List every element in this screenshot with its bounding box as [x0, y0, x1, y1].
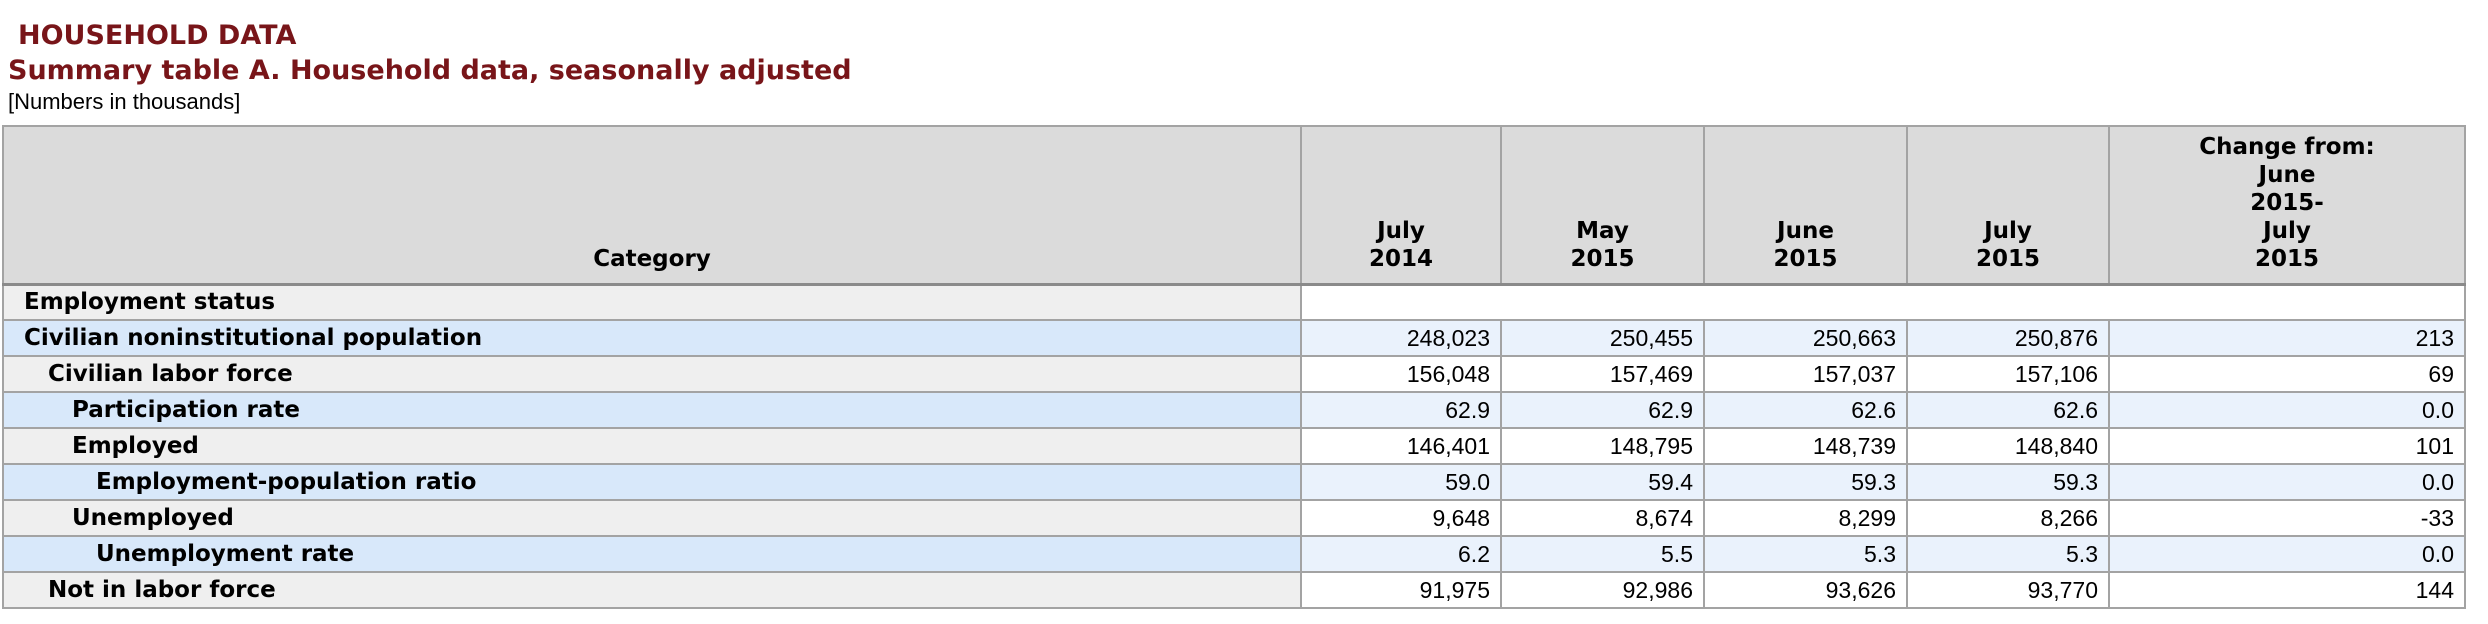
- row-label-cell: Employment status: [2, 283, 1302, 321]
- title-block: HOUSEHOLD DATA Summary table A. Househol…: [0, 0, 2488, 114]
- value-cell: 157,037: [1703, 355, 1908, 393]
- column-header-label: Change from: June 2015- July 2015: [2199, 133, 2375, 272]
- value-cell: 248,023: [1300, 319, 1502, 357]
- value-cell: 5.5: [1500, 535, 1705, 573]
- row-label-cell: Civilian noninstitutional population: [2, 319, 1302, 357]
- table-row: Employment status: [2, 283, 2466, 321]
- value-cell: 157,469: [1500, 355, 1705, 393]
- value-cell: 250,663: [1703, 319, 1908, 357]
- value-cell: 59.3: [1906, 463, 2110, 501]
- table-header-row: Category July 2014 May 2015 June 2015 Ju…: [2, 125, 2466, 286]
- column-header-june-2015: June 2015: [1703, 125, 1908, 286]
- table-row: Unemployed 9,648 8,674 8,299 8,266 -33: [2, 499, 2466, 537]
- column-header-category-label: Category: [593, 245, 711, 272]
- value-cell: 5.3: [1906, 535, 2110, 573]
- column-header-category: Category: [2, 125, 1302, 286]
- column-header-label: June 2015: [1773, 217, 1838, 272]
- column-header-may-2015: May 2015: [1500, 125, 1705, 286]
- table-row: Employment-population ratio 59.0 59.4 59.3 5…: [2, 463, 2466, 501]
- value-cell: 144: [2108, 571, 2466, 609]
- column-header-july-2014: July 2014: [1300, 125, 1502, 286]
- value-cell: 62.9: [1500, 391, 1705, 429]
- value-cell: 91,975: [1300, 571, 1502, 609]
- row-label-cell: Civilian labor force: [2, 355, 1302, 393]
- value-cell: 8,674: [1500, 499, 1705, 537]
- column-header-july-2015: July 2015: [1906, 125, 2110, 286]
- value-cell: 93,770: [1906, 571, 2110, 609]
- row-label-cell: Unemployment rate: [2, 535, 1302, 573]
- value-cell: 8,299: [1703, 499, 1908, 537]
- page-title: HOUSEHOLD DATA: [18, 20, 297, 51]
- table-row: Unemployment rate 6.2 5.5 5.3 5.3 0.0: [2, 535, 2466, 573]
- row-label-cell: Employed: [2, 427, 1302, 465]
- value-cell: 250,876: [1906, 319, 2110, 357]
- value-cell: 59.4: [1500, 463, 1705, 501]
- value-cell: 146,401: [1300, 427, 1502, 465]
- value-cell: 59.3: [1703, 463, 1908, 501]
- value-cell: 93,626: [1703, 571, 1908, 609]
- value-cell: 62.6: [1906, 391, 2110, 429]
- value-cell: 101: [2108, 427, 2466, 465]
- column-header-label: July 2014: [1368, 217, 1433, 272]
- row-label-cell: Unemployed: [2, 499, 1302, 537]
- table-row: Civilian noninstitutional population 248,…: [2, 319, 2466, 357]
- value-cell: 213: [2108, 319, 2466, 357]
- column-header-label: May 2015: [1570, 217, 1635, 272]
- table-body: Employment status Civilian noninstitution…: [2, 283, 2466, 609]
- row-label-cell: Not in labor force: [2, 571, 1302, 609]
- value-cell: 62.9: [1300, 391, 1502, 429]
- value-cell: 69: [2108, 355, 2466, 393]
- value-cell: 0.0: [2108, 463, 2466, 501]
- table-row: Participation rate 62.9 62.9 62.6 62.6 0.0: [2, 391, 2466, 429]
- table-row: Civilian labor force 156,048 157,469 157,03…: [2, 355, 2466, 393]
- column-header-label: July 2015: [1975, 217, 2040, 272]
- section-empty-cell: [1300, 283, 2466, 321]
- value-cell: 148,795: [1500, 427, 1705, 465]
- value-cell: 9,648: [1300, 499, 1502, 537]
- value-cell: 5.3: [1703, 535, 1908, 573]
- value-cell: 8,266: [1906, 499, 2110, 537]
- column-header-change-from: Change from: June 2015- July 2015: [2108, 125, 2466, 286]
- value-cell: 250,455: [1500, 319, 1705, 357]
- value-cell: 62.6: [1703, 391, 1908, 429]
- row-label-cell: Employment-population ratio: [2, 463, 1302, 501]
- household-summary-table: Category July 2014 May 2015 June 2015 Ju…: [2, 125, 2466, 609]
- value-cell: 148,840: [1906, 427, 2110, 465]
- units-note: [Numbers in thousands]: [8, 89, 241, 114]
- value-cell: 92,986: [1500, 571, 1705, 609]
- value-cell: 6.2: [1300, 535, 1502, 573]
- value-cell: 148,739: [1703, 427, 1908, 465]
- value-cell: -33: [2108, 499, 2466, 537]
- row-label-cell: Participation rate: [2, 391, 1302, 429]
- table-row: Not in labor force 91,975 92,986 93,626 93,7…: [2, 571, 2466, 609]
- table-row: Employed 146,401 148,795 148,739 148,840 101: [2, 427, 2466, 465]
- value-cell: 0.0: [2108, 535, 2466, 573]
- value-cell: 0.0: [2108, 391, 2466, 429]
- value-cell: 156,048: [1300, 355, 1502, 393]
- value-cell: 157,106: [1906, 355, 2110, 393]
- value-cell: 59.0: [1300, 463, 1502, 501]
- page-subtitle: Summary table A. Household data, seasona…: [8, 55, 852, 86]
